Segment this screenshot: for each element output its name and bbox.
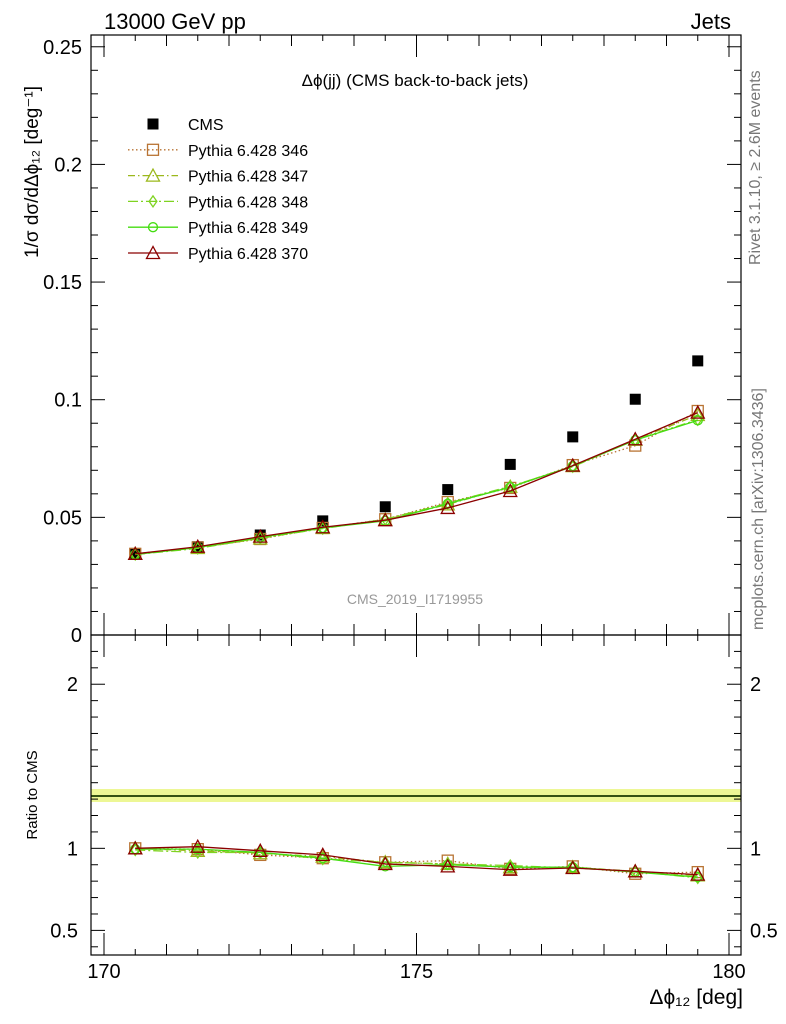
- main-y-tick-label: 0: [71, 625, 82, 647]
- main-y-tick-label: 0.1: [54, 390, 82, 412]
- ratio-point-series-3: [380, 855, 390, 869]
- main-point-series-5: [690, 404, 706, 419]
- legend: CMS Pythia 6.428 346 Pythia 6.428 347 Pythi…: [128, 117, 308, 263]
- main-point-series-0: [254, 529, 266, 541]
- header-left: 13000 GeV pp: [104, 9, 246, 34]
- main-point-series-5: [252, 528, 268, 543]
- main-line-series-2: [135, 414, 698, 555]
- legend-marker-series-0: [147, 118, 159, 130]
- legend-label-series-2: Pythia 6.428 347: [188, 169, 308, 186]
- ratio-point-series-2: [190, 842, 206, 857]
- main-y-tick-label: 0.05: [43, 507, 82, 529]
- ratio-series: [127, 838, 706, 885]
- chart-title: Δϕ(jj) (CMS back-to-back jets): [302, 71, 529, 90]
- ratio-y-ticks: 0.5 0.5 1 1 2 2: [50, 650, 778, 948]
- main-y-ticks: 0 0.05 0.1 0.15 0.2 0.25: [43, 37, 741, 647]
- legend-marker-series-4: [147, 222, 159, 233]
- main-x-ticks: [103, 35, 730, 635]
- main-y-tick-label: 0.15: [43, 272, 82, 294]
- y-axis-label-main: 1/σ dσ/dΔϕ₁₂ [deg⁻¹]: [22, 86, 43, 258]
- ratio-line-series-2: [135, 847, 698, 877]
- x-axis-label: Δϕ₁₂ [deg]: [649, 986, 743, 1009]
- main-point-series-0: [629, 393, 641, 405]
- main-y-tick-label: 0.25: [43, 37, 82, 59]
- ratio-point-series-5: [627, 863, 643, 878]
- legend-label-series-5: Pythia 6.428 370: [188, 246, 308, 263]
- ratio-line-series-3: [135, 849, 698, 879]
- ratio-point-series-5: [502, 861, 518, 876]
- main-y-tick-label: 0.2: [54, 154, 82, 176]
- ratio-y-tick-label-left: 1: [67, 838, 78, 860]
- legend-label-series-3: Pythia 6.428 348: [188, 194, 308, 211]
- main-point-series-4: [505, 482, 516, 493]
- ratio-point-series-3: [318, 852, 328, 866]
- main-point-series-0: [567, 431, 579, 443]
- main-point-series-0: [504, 458, 516, 470]
- ratio-point-series-5: [377, 856, 393, 871]
- x-tick-label: 170: [87, 961, 120, 983]
- y-axis-label-ratio: Ratio to CMS: [24, 750, 41, 839]
- watermark: CMS_2019_I1719955: [347, 591, 483, 607]
- y-axis-label-text: 1/σ dσ/dΔϕ₁₂ [deg⁻¹]: [22, 86, 43, 258]
- main-line-series-4: [135, 419, 698, 556]
- legend-label-series-1: Pythia 6.428 346: [188, 143, 308, 160]
- main-point-series-5: [440, 500, 456, 515]
- main-line-series-1: [135, 410, 699, 555]
- ratio-point-series-5: [190, 838, 206, 853]
- ratio-point-series-5: [440, 858, 456, 873]
- legend-marker-series-3: [148, 194, 158, 209]
- main-point-series-5: [127, 545, 143, 560]
- ratio-point-series-3: [693, 871, 703, 885]
- legend-marker-series-5: [145, 245, 161, 260]
- ratio-y-tick-label-right: 1: [750, 838, 761, 860]
- ratio-point-series-5: [565, 860, 581, 875]
- legend-label-series-0: CMS: [188, 117, 224, 134]
- main-point-series-0: [442, 484, 454, 496]
- ratio-line-series-5: [135, 846, 698, 876]
- main-point-series-5: [627, 431, 643, 446]
- ratio-y-tick-label-left: 2: [67, 674, 78, 696]
- ratio-y-tick-label-right: 0.5: [750, 920, 778, 942]
- ratio-x-ticks: 170 175 180: [87, 635, 746, 983]
- ratio-point-series-5: [127, 840, 143, 855]
- main-point-series-5: [502, 483, 518, 498]
- rivet-label: Rivet 3.1.10, ≥ 2.6M events: [747, 70, 764, 265]
- ratio-point-series-5: [690, 866, 706, 881]
- ratio-point-series-5: [315, 847, 331, 862]
- main-panel: 0 0.05 0.1 0.15 0.2 0.25 Δϕ(jj) (CMS back-to-…: [43, 34, 742, 647]
- main-series: [127, 355, 706, 562]
- x-tick-label: 175: [400, 961, 433, 983]
- legend-marker-series-1: [146, 143, 160, 156]
- main-point-series-4: [692, 415, 703, 426]
- legend-label-series-4: Pythia 6.428 349: [188, 220, 308, 237]
- main-point-series-5: [315, 519, 331, 534]
- ratio-point-series-4: [317, 853, 328, 864]
- ratio-point-series-3: [193, 845, 203, 860]
- main-point-series-0: [692, 355, 704, 367]
- x-tick-label: 180: [712, 961, 745, 983]
- mcplots-label: mcplots.cern.ch [arXiv:1306.3436]: [750, 388, 767, 630]
- main-point-series-5: [377, 512, 393, 527]
- ratio-panel: 0.5 0.5 1 1 2 2 170 175 180: [50, 634, 778, 983]
- ratio-y-tick-label-right: 2: [750, 674, 761, 696]
- header-right: Jets: [691, 9, 731, 34]
- legend-marker-series-2: [145, 167, 161, 182]
- main-point-series-5: [190, 538, 206, 553]
- ratio-y-tick-label-left: 0.5: [50, 920, 78, 942]
- ratio-point-series-5: [252, 842, 268, 857]
- main-point-series-0: [379, 501, 391, 513]
- main-point-series-5: [565, 457, 581, 472]
- main-line-series-5: [135, 412, 699, 555]
